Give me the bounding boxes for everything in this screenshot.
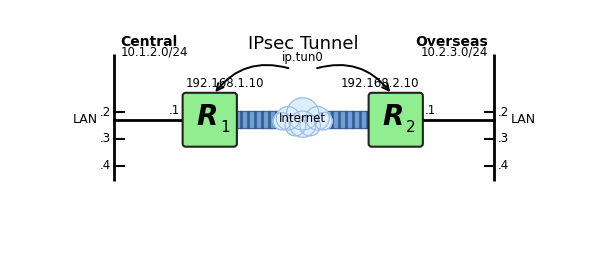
- Circle shape: [276, 107, 300, 130]
- Bar: [327, 112, 330, 127]
- Text: Overseas: Overseas: [415, 35, 488, 49]
- Text: Internet: Internet: [279, 112, 326, 125]
- Text: .2: .2: [100, 106, 111, 119]
- Bar: [347, 112, 351, 127]
- FancyBboxPatch shape: [369, 93, 423, 147]
- Text: LAN: LAN: [72, 113, 97, 126]
- Text: 2: 2: [406, 120, 416, 135]
- Text: .2: .2: [498, 106, 509, 119]
- Bar: [341, 112, 344, 127]
- Circle shape: [289, 111, 316, 137]
- Circle shape: [300, 115, 320, 136]
- Bar: [264, 112, 267, 127]
- Text: Central: Central: [120, 35, 178, 49]
- Text: ip.tun0: ip.tun0: [282, 50, 324, 63]
- Text: R: R: [197, 103, 218, 132]
- Bar: [299, 112, 302, 127]
- Text: .3: .3: [498, 133, 508, 146]
- Circle shape: [286, 98, 319, 130]
- Text: 1: 1: [220, 120, 229, 135]
- Bar: [236, 112, 239, 127]
- Bar: [355, 112, 358, 127]
- Bar: [285, 112, 288, 127]
- Bar: [234, 111, 372, 128]
- Bar: [257, 112, 260, 127]
- Text: .1: .1: [425, 104, 436, 117]
- Bar: [271, 112, 274, 127]
- Bar: [243, 112, 246, 127]
- Text: .4: .4: [100, 159, 111, 172]
- Text: .1: .1: [169, 104, 180, 117]
- Text: 192.168.1.10: 192.168.1.10: [186, 77, 264, 90]
- FancyBboxPatch shape: [183, 93, 237, 147]
- Bar: [306, 112, 309, 127]
- Bar: [250, 112, 253, 127]
- Circle shape: [285, 115, 306, 136]
- Text: 10.1.2.0/24: 10.1.2.0/24: [120, 45, 188, 58]
- Circle shape: [273, 112, 291, 130]
- Circle shape: [306, 107, 329, 130]
- Text: R: R: [382, 103, 404, 132]
- Text: .4: .4: [498, 159, 509, 172]
- Bar: [313, 112, 316, 127]
- Circle shape: [314, 112, 332, 130]
- Text: IPsec Tunnel: IPsec Tunnel: [248, 35, 359, 53]
- Text: .3: .3: [100, 133, 111, 146]
- Bar: [278, 112, 281, 127]
- Text: 10.2.3.0/24: 10.2.3.0/24: [420, 45, 488, 58]
- Bar: [292, 112, 295, 127]
- Bar: [334, 112, 337, 127]
- Bar: [362, 112, 365, 127]
- Bar: [320, 112, 323, 127]
- Text: 192.168.2.10: 192.168.2.10: [341, 77, 419, 90]
- Text: LAN: LAN: [511, 113, 536, 126]
